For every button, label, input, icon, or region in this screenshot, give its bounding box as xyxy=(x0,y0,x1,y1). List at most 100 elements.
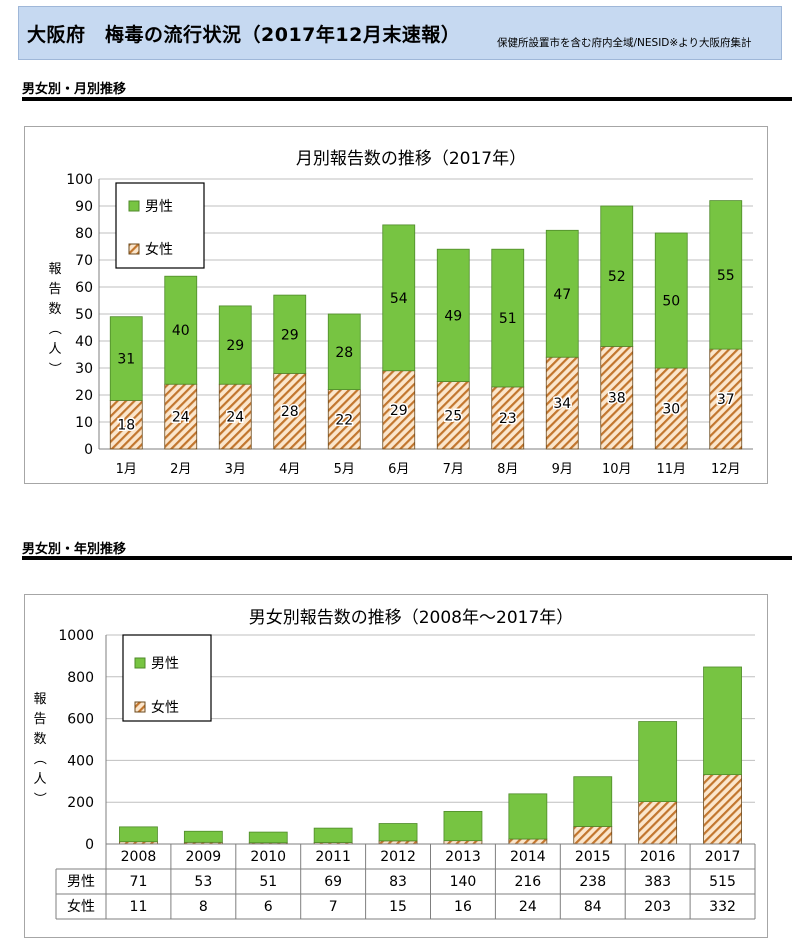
bar-male xyxy=(545,229,579,358)
table-cell: 71 xyxy=(130,874,148,890)
y-tick-label: 50 xyxy=(75,307,93,323)
monthly-chart: 月別報告数の推移（2017年） 0 10 20 30 40 50 60 70 80 90 100 報告数… xyxy=(46,149,753,477)
y-tick-label: 1000 xyxy=(58,628,94,644)
table-cell: 6 xyxy=(264,899,273,915)
bar-male xyxy=(327,313,361,390)
bar-female xyxy=(327,389,361,450)
x-tick-label: 8月 xyxy=(497,462,518,477)
y-tick-label: 20 xyxy=(75,388,93,404)
bar-female xyxy=(443,840,483,845)
legend-label-female: 女性 xyxy=(151,699,179,716)
data-label-female: 30 xyxy=(662,402,680,418)
data-label-male: 52 xyxy=(608,269,626,285)
x-tick-label: 1月 xyxy=(116,462,137,477)
y-axis-label-char: ） xyxy=(31,792,46,805)
table-cell: 69 xyxy=(324,874,342,890)
section-title-monthly: 男女別・月別推移 xyxy=(22,82,127,97)
legend-label-female: 女性 xyxy=(145,241,173,258)
y-axis-label-char: 人 xyxy=(48,342,61,357)
table-cell: 16 xyxy=(454,899,472,915)
y-tick-label: 400 xyxy=(67,753,94,769)
data-label-female: 24 xyxy=(226,410,244,426)
y-tick-label: 90 xyxy=(75,199,93,215)
data-label-male: 49 xyxy=(444,308,462,324)
section-divider xyxy=(22,97,792,101)
bar-male xyxy=(313,827,353,843)
bar-female xyxy=(436,381,470,450)
x-tick-label: 2016 xyxy=(640,849,676,865)
bar-male xyxy=(573,776,613,827)
data-label-male: 54 xyxy=(390,291,408,307)
data-label-female: 24 xyxy=(172,410,190,426)
x-tick-label: 2月 xyxy=(170,462,191,477)
bar-male xyxy=(109,316,143,401)
x-tick-label: 2013 xyxy=(445,849,481,865)
yearly-chart: 男女別報告数の推移（2008年～2017年） 0 200 400 600 800 1000 報… xyxy=(31,608,756,920)
y-tick-label: 40 xyxy=(75,334,93,350)
legend-label-male: 男性 xyxy=(151,656,179,672)
bar-male xyxy=(491,248,525,388)
y-axis-label-char: 人 xyxy=(33,772,46,787)
bar-male xyxy=(638,721,678,802)
data-label-female: 28 xyxy=(281,404,299,420)
bar-male xyxy=(119,826,158,843)
x-tick-label: 5月 xyxy=(334,462,355,477)
bar-female xyxy=(573,826,613,845)
bar-female xyxy=(109,399,143,450)
bar-male xyxy=(508,793,548,840)
table-cell: 238 xyxy=(579,874,606,890)
legend-label-male: 男性 xyxy=(145,199,173,215)
bar-male xyxy=(600,205,634,347)
table-cell: 140 xyxy=(450,874,477,890)
bar-female xyxy=(508,838,548,845)
bar-female xyxy=(703,774,742,845)
table-cell: 15 xyxy=(389,899,407,915)
chart-title: 男女別報告数の推移（2008年～2017年） xyxy=(249,608,574,628)
bar-female xyxy=(491,386,525,450)
y-axis-label-char: 告 xyxy=(33,712,46,727)
y-axis-label-char: （ xyxy=(46,322,61,335)
page-header: 大阪府 梅毒の流行状況（2017年12月末速報） 保健所設置市を含む府内全域/N… xyxy=(18,6,782,60)
table-cell: 84 xyxy=(584,899,602,915)
table-cell: 216 xyxy=(514,874,541,890)
data-label-male: 28 xyxy=(335,345,353,361)
table-cell: 7 xyxy=(329,899,338,915)
data-label-male: 55 xyxy=(717,268,735,284)
data-label-male: 51 xyxy=(499,311,517,327)
x-tick-label: 2017 xyxy=(705,849,741,865)
bar-female xyxy=(273,372,307,450)
x-tick-label: 2008 xyxy=(121,849,157,865)
table-cell: 53 xyxy=(194,874,212,890)
bar-female xyxy=(709,348,743,450)
legend-swatch-male xyxy=(128,200,140,212)
data-label-male: 47 xyxy=(553,287,571,303)
x-tick-label: 2012 xyxy=(380,849,416,865)
x-tick-label: 2011 xyxy=(315,849,351,865)
chart-title: 月別報告数の推移（2017年） xyxy=(296,149,526,169)
bar-male xyxy=(183,830,223,843)
data-label-male: 31 xyxy=(117,352,135,368)
y-tick-label: 70 xyxy=(75,253,93,269)
y-tick-label: 200 xyxy=(67,795,94,811)
data-label-female: 34 xyxy=(553,396,571,412)
bar-female xyxy=(638,801,678,845)
y-axis-label-char: 数 xyxy=(33,732,46,747)
table-cell: 8 xyxy=(199,899,208,915)
x-tick-label: 11月 xyxy=(656,462,686,477)
data-label-male: 29 xyxy=(281,327,299,343)
legend-swatch-male xyxy=(134,657,146,669)
x-tick-label: 12月 xyxy=(711,462,741,477)
bar-male xyxy=(382,224,416,372)
y-axis-label-char: （ xyxy=(31,752,46,765)
x-tick-label: 9月 xyxy=(552,462,573,477)
y-tick-label: 100 xyxy=(66,172,93,188)
legend-swatch-female xyxy=(128,243,140,255)
y-axis-label-char: ） xyxy=(46,362,61,375)
data-label-male: 29 xyxy=(226,338,244,354)
bar-male xyxy=(378,823,418,842)
bar-female xyxy=(164,383,198,450)
table-row-label: 男性 xyxy=(67,874,95,890)
x-tick-label: 7月 xyxy=(443,462,464,477)
y-axis-label-char: 報 xyxy=(33,692,46,707)
table-cell: 83 xyxy=(389,874,407,890)
